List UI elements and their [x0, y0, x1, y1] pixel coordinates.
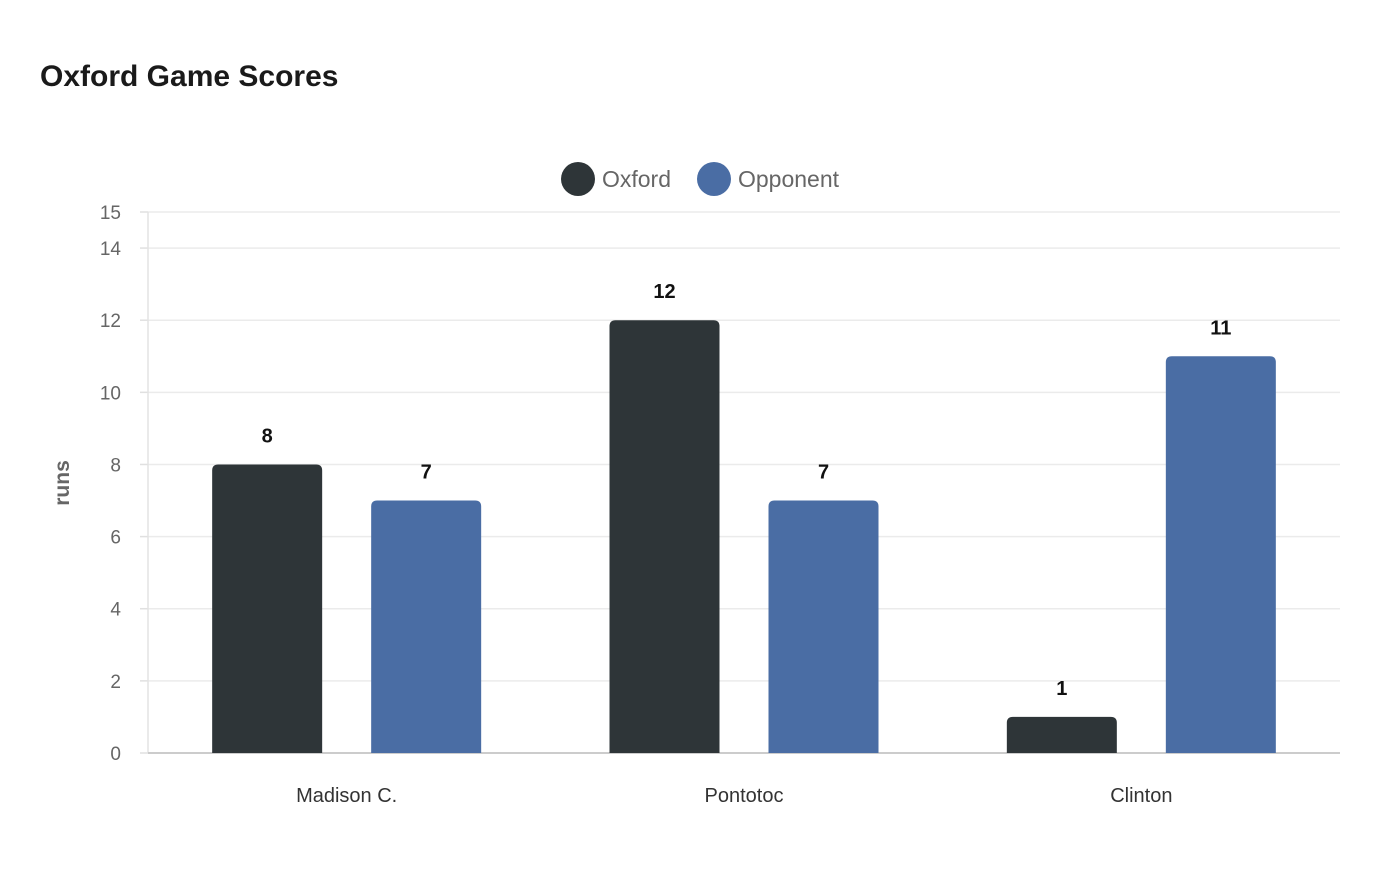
y-tick-label: 8 [110, 455, 121, 476]
bar-opponent-clinton[interactable] [1165, 356, 1276, 753]
legend-swatch-oxford-icon [560, 162, 595, 196]
data-label: 11 [1210, 317, 1231, 339]
y-tick-label: 15 [100, 203, 121, 224]
legend-item-opponent[interactable]: Opponent [697, 162, 839, 196]
data-label: 8 [262, 425, 273, 447]
x-category-label: Madison C. [296, 785, 397, 807]
bar-opponent-pontotoc[interactable] [768, 500, 879, 753]
legend-swatch-opponent-icon [697, 162, 731, 196]
x-category-label: Pontotoc [705, 785, 784, 807]
y-tick-label: 10 [100, 383, 121, 404]
legend-item-oxford[interactable]: Oxford [560, 162, 671, 196]
y-tick-label: 14 [100, 239, 122, 260]
data-label: 1 [1056, 678, 1067, 700]
bar-oxford-pontotoc[interactable] [609, 320, 720, 753]
bar-opponent-madison-c[interactable] [371, 500, 482, 753]
chart-legend: Oxford Opponent [0, 162, 1400, 196]
legend-label-opponent: Opponent [738, 165, 840, 192]
y-tick-label: 2 [110, 672, 121, 693]
y-tick-label: 6 [110, 528, 121, 549]
data-label: 12 [653, 281, 675, 303]
chart-title: Oxford Game Scores [40, 60, 339, 93]
legend-label-oxford: Oxford [601, 165, 671, 192]
bar-oxford-madison-c[interactable] [212, 464, 323, 753]
bar-oxford-clinton[interactable] [1006, 716, 1117, 753]
x-category-label: Clinton [1110, 785, 1172, 807]
data-label: 7 [818, 462, 829, 484]
y-tick-label: 4 [110, 600, 121, 621]
y-tick-label: 0 [110, 744, 121, 765]
y-tick-label: 12 [100, 311, 121, 332]
data-label: 7 [421, 462, 432, 484]
